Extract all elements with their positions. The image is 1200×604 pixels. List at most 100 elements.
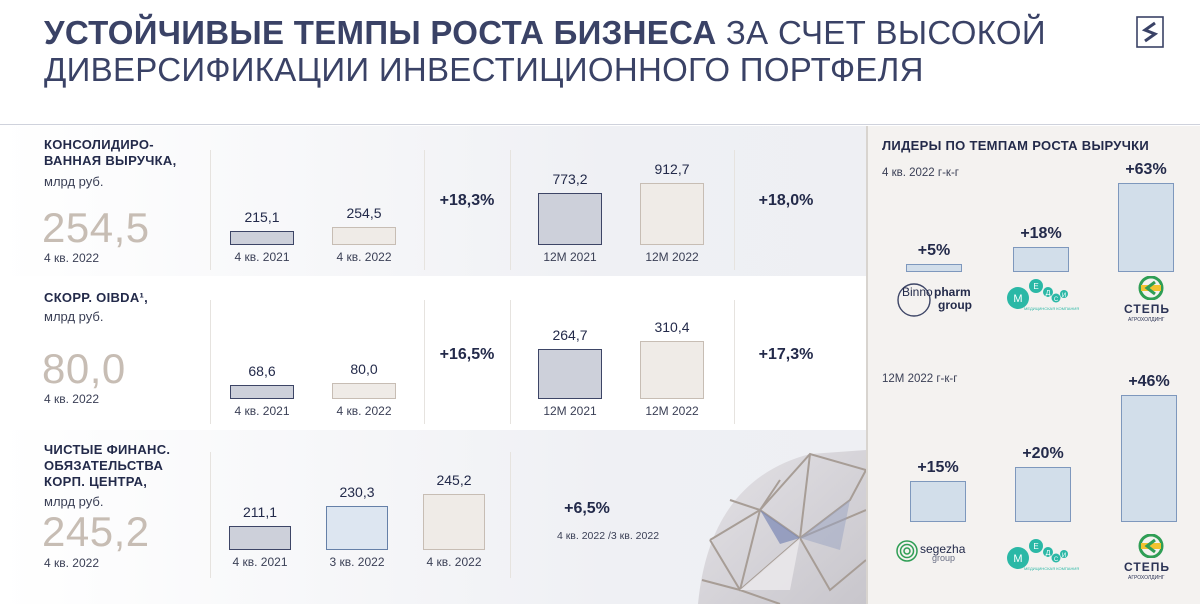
leaders-sub-year: 12М 2022 г-к-г <box>882 373 958 385</box>
step-text-top: СТЕПЬ <box>1124 302 1170 316</box>
revenue-growth-quarter: +18,3% <box>439 192 495 209</box>
chart-bar <box>326 506 388 550</box>
bar-category-label: 4 кв. 2022 <box>336 404 392 418</box>
debt-growth-note: 4 кв. 2022 /3 кв. 2022 <box>556 530 660 542</box>
binnopharm-text-3: group <box>938 298 972 312</box>
separator <box>510 150 511 270</box>
debt-big-value: 245,2 <box>42 508 150 555</box>
row-band-revenue <box>0 126 866 276</box>
bar-value-label: 254,5 <box>346 205 382 221</box>
svg-text:И: И <box>1062 553 1066 559</box>
revenue-big-value: 254,5 <box>42 204 150 251</box>
bar-value-label: 80,0 <box>350 361 378 377</box>
separator <box>510 300 511 424</box>
medsi-caption-bottom: МЕДИЦИНСКАЯ КОМПАНИЯ <box>1024 566 1080 571</box>
oibda-growth-year: +17,3% <box>758 346 814 363</box>
debt-big-date: 4 кв. 2022 <box>44 556 99 570</box>
separator <box>424 300 425 424</box>
revenue-growth-year: +18,0% <box>758 192 814 209</box>
chart-bar <box>229 526 291 550</box>
binnopharm-text-2: pharm <box>934 285 971 299</box>
binnopharm-text-1: Binno <box>902 285 933 299</box>
bar-value-label: 68,6 <box>248 363 276 379</box>
binnopharm-ring-icon <box>897 283 931 317</box>
chart-bar <box>1121 395 1177 522</box>
bar-value-label: +5% <box>917 242 951 259</box>
oibda-label: СКОРР. OIBDA¹, <box>44 290 149 305</box>
step-logo-icon <box>1138 534 1164 558</box>
bar-value-label: 211,1 <box>243 504 277 520</box>
bar-category-label: 12М 2022 <box>645 404 699 418</box>
step-text-bottom: СТЕПЬ <box>1124 560 1170 574</box>
oibda-growth-quarter: +16,5% <box>439 346 495 363</box>
bar-value-label: 245,2 <box>436 472 472 488</box>
svg-text:С: С <box>1054 557 1059 563</box>
chart-bar <box>1013 246 1069 272</box>
bar-category-label: 4 кв. 2022 <box>426 555 482 569</box>
svg-text:Е: Е <box>1033 282 1038 291</box>
debt-unit: млрд руб. <box>44 494 104 509</box>
svg-text:И: И <box>1062 293 1066 299</box>
bar-value-label: +46% <box>1128 373 1170 391</box>
oibda-big-date: 4 кв. 2022 <box>44 392 99 406</box>
chart-bar <box>230 385 294 399</box>
bar-value-label: 912,7 <box>654 161 690 177</box>
medsi-logo-icon: M Е Д С И <box>1007 539 1068 569</box>
chart-bar <box>1015 466 1071 522</box>
chart-bar <box>538 193 602 245</box>
bar-value-label: +20% <box>1022 444 1064 462</box>
leaders-title: ЛИДЕРЫ ПО ТЕМПАМ РОСТА ВЫРУЧКИ <box>882 138 1150 153</box>
separator <box>210 300 211 424</box>
row-band-oibda <box>0 276 866 430</box>
segezha-logo-icon <box>896 540 918 562</box>
bar-value-label: 773,2 <box>552 171 588 187</box>
revenue-big-date: 4 кв. 2022 <box>44 251 99 265</box>
page-title: УСТОЙЧИВЫЕ ТЕМПЫ РОСТА БИЗНЕСА ЗА СЧЕТ В… <box>44 14 1104 88</box>
medsi-logo-icon: M Е Д С И <box>1007 279 1068 309</box>
separator <box>510 452 511 578</box>
bar-category-label: 12М 2021 <box>543 250 597 264</box>
bar-category-label: 3 кв. 2022 <box>329 555 385 569</box>
svg-text:M: M <box>1013 293 1022 305</box>
segezha-text-2: group <box>932 553 956 563</box>
leaders-sub-quarter: 4 кв. 2022 г-к-г <box>882 167 959 179</box>
leaders-divider <box>866 126 868 604</box>
chart-bar <box>640 341 704 399</box>
chart-bar <box>538 349 602 399</box>
company-logo-icon <box>1136 16 1164 48</box>
bar-category-label: 4 кв. 2021 <box>234 250 290 264</box>
step-logo-icon <box>1138 276 1164 300</box>
chart-bar <box>423 494 485 550</box>
binnopharm-logo: Binno pharm group <box>896 282 976 318</box>
medsi-caption-top: МЕДИЦИНСКАЯ КОМПАНИЯ <box>1024 306 1080 311</box>
page-title-bold: УСТОЙЧИВЫЕ ТЕМПЫ РОСТА БИЗНЕСА <box>44 14 717 51</box>
svg-text:Д: Д <box>1046 550 1051 557</box>
svg-text:Е: Е <box>1033 542 1038 551</box>
separator <box>210 150 211 270</box>
chart-bar <box>1118 183 1174 272</box>
bar-category-label: 12М 2021 <box>543 404 597 418</box>
chart-bar <box>332 383 396 399</box>
debt-label: ЧИСТЫЕ ФИНАНС. ОБЯЗАТЕЛЬСТВА КОРП. ЦЕНТР… <box>44 442 171 489</box>
separator <box>734 300 735 424</box>
step-caption-bottom: АГРОХОЛДИНГ <box>1128 575 1165 581</box>
bar-category-label: 4 кв. 2021 <box>232 555 288 569</box>
oibda-big-value: 80,0 <box>42 345 126 392</box>
bar-value-label: 215,1 <box>244 209 280 225</box>
bar-value-label: +15% <box>917 458 959 476</box>
bar-category-label: 4 кв. 2022 <box>336 250 392 264</box>
segezha-text-1: segezha <box>920 542 966 556</box>
chart-bar <box>910 480 966 522</box>
bar-value-label: +18% <box>1020 224 1062 242</box>
step-caption-top: АГРОХОЛДИНГ <box>1128 317 1165 323</box>
bar-value-label: 264,7 <box>552 327 588 343</box>
page-title-rest: ЗА СЧЕТ ВЫСОКОЙ ДИВЕРСИФИКАЦИИ ИНВЕСТИЦИ… <box>44 14 1046 88</box>
bar-value-label: +63% <box>1125 161 1167 179</box>
bar-category-label: 12М 2022 <box>645 250 699 264</box>
bar-category-label: 4 кв. 2021 <box>234 404 290 418</box>
bar-value-label: 230,3 <box>339 484 375 500</box>
debt-growth: +6,5% <box>564 500 610 517</box>
header-rule <box>0 124 1200 125</box>
separator <box>424 150 425 270</box>
separator <box>734 150 735 270</box>
